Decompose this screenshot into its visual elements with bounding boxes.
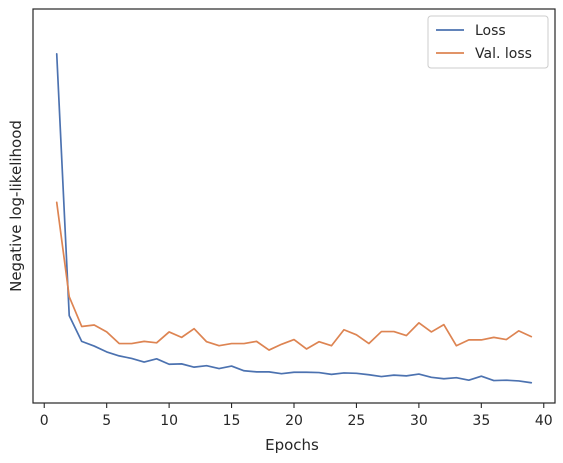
plot-area bbox=[55, 53, 533, 384]
series-line-loss bbox=[55, 53, 533, 384]
x-tick-label: 10 bbox=[160, 413, 178, 429]
x-tick-label: 5 bbox=[102, 413, 111, 429]
x-axis-label: Epochs bbox=[265, 436, 319, 454]
legend-label: Loss bbox=[475, 23, 506, 39]
y-axis-label: Negative log-likelihood bbox=[7, 120, 25, 292]
legend: Loss Val. loss bbox=[427, 15, 549, 69]
legend-label: Val. loss bbox=[475, 46, 532, 62]
x-axis-ticks: 0 5 10 15 20 25 30 35 40 bbox=[40, 403, 553, 429]
x-tick-label: 20 bbox=[285, 413, 303, 429]
x-tick-label: 0 bbox=[40, 413, 49, 429]
legend-box bbox=[427, 15, 549, 69]
x-tick-label: 40 bbox=[535, 413, 553, 429]
x-tick-label: 15 bbox=[223, 413, 241, 429]
x-tick-label: 35 bbox=[472, 413, 490, 429]
series-line-val-loss bbox=[55, 201, 533, 351]
x-tick-label: 30 bbox=[410, 413, 428, 429]
x-tick-label: 25 bbox=[348, 413, 366, 429]
